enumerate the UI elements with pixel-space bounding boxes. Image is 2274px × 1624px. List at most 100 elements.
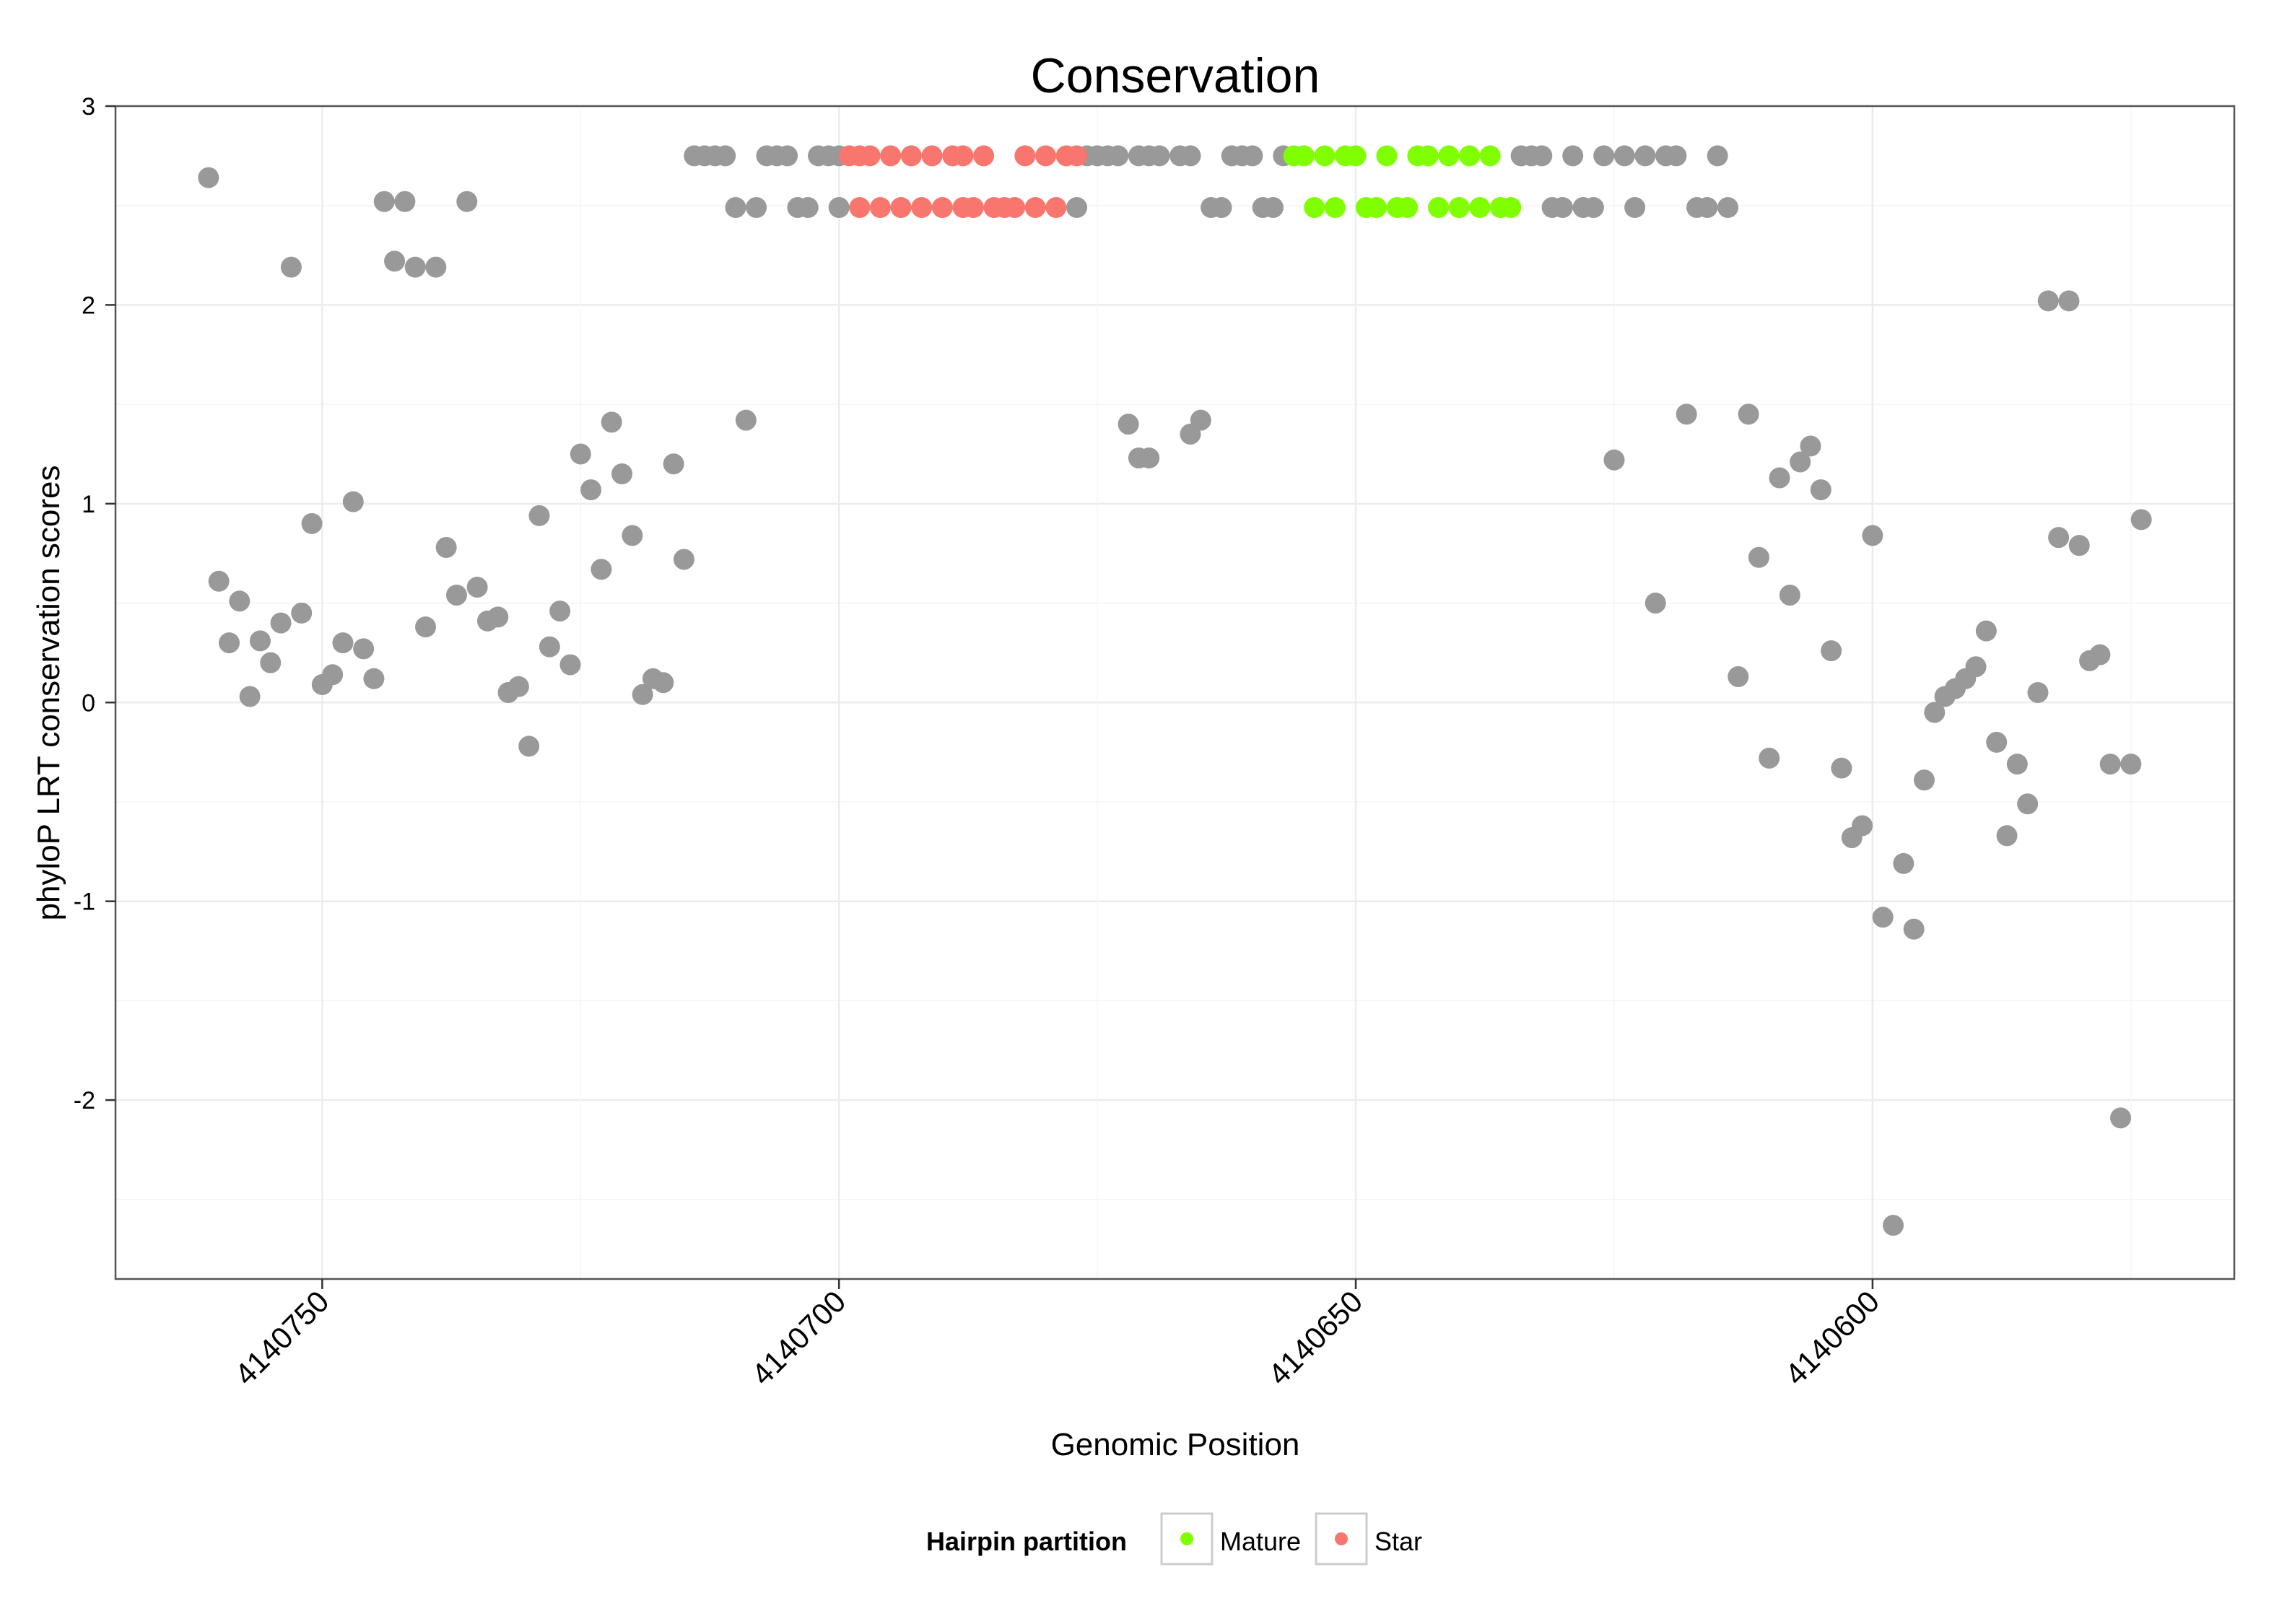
- point-other: [725, 196, 746, 218]
- point-other: [2058, 290, 2080, 312]
- point-other: [1644, 593, 1666, 614]
- point-mature: [1366, 196, 1388, 218]
- point-other: [1593, 145, 1615, 167]
- point-other: [1107, 145, 1129, 167]
- point-other: [1800, 435, 1821, 457]
- y-axis: -2 -1 0 1 2 3: [74, 93, 116, 1114]
- point-other: [280, 256, 302, 278]
- point-other: [1603, 449, 1625, 471]
- point-mature: [1479, 145, 1501, 167]
- point-other: [2037, 290, 2059, 312]
- point-other: [632, 684, 653, 705]
- point-other: [487, 606, 509, 628]
- point-other: [580, 479, 602, 501]
- point-other: [1707, 145, 1728, 167]
- point-other: [435, 536, 457, 558]
- point-other: [270, 612, 292, 634]
- point-other: [2099, 754, 2121, 775]
- point-other: [1624, 196, 1646, 218]
- point-other: [2048, 527, 2070, 549]
- x-axis-title: Genomic Position: [1051, 1427, 1300, 1462]
- point-other: [2027, 682, 2049, 703]
- point-other: [673, 549, 694, 570]
- point-mature: [1448, 196, 1470, 218]
- point-other: [1986, 731, 2008, 753]
- legend-dot-star: [1335, 1532, 1348, 1545]
- point-other: [1965, 656, 1987, 678]
- legend-label-star: Star: [1375, 1527, 1422, 1556]
- point-other: [777, 145, 798, 167]
- y-tick-label: 1: [82, 491, 95, 518]
- point-other: [1613, 145, 1635, 167]
- point-other: [559, 654, 581, 676]
- point-other: [456, 191, 478, 212]
- point-other: [2006, 754, 2028, 775]
- point-other: [1872, 907, 1894, 928]
- point-star: [849, 196, 871, 218]
- point-star: [880, 145, 902, 167]
- point-other: [1790, 451, 1811, 473]
- point-other: [353, 638, 375, 660]
- point-other: [1138, 448, 1160, 468]
- legend-title: Hairpin partition: [926, 1527, 1127, 1556]
- point-other: [332, 632, 354, 654]
- point-other: [539, 636, 560, 658]
- point-other: [735, 409, 757, 431]
- chart-title: Conservation: [1031, 48, 1320, 103]
- point-other: [1728, 665, 1749, 687]
- point-other: [591, 559, 612, 580]
- point-other: [518, 735, 540, 757]
- point-other: [384, 250, 406, 272]
- point-star: [1035, 145, 1057, 167]
- point-star: [1014, 145, 1036, 167]
- point-star: [921, 145, 943, 167]
- point-star: [900, 145, 922, 167]
- point-other: [1738, 403, 1759, 425]
- point-other: [601, 411, 622, 433]
- legend-dot-mature: [1180, 1532, 1193, 1545]
- legend-label-mature: Mature: [1220, 1527, 1301, 1556]
- point-mature: [1376, 145, 1398, 167]
- point-star: [962, 196, 984, 218]
- point-other: [301, 512, 323, 534]
- point-other: [663, 453, 684, 475]
- point-other: [1779, 585, 1800, 606]
- point-other: [1903, 918, 1925, 940]
- point-other: [1913, 769, 1935, 791]
- point-other: [1893, 852, 1914, 874]
- point-other: [1748, 546, 1769, 568]
- point-other: [1759, 747, 1780, 769]
- point-other: [746, 196, 767, 218]
- point-other: [1180, 145, 1201, 167]
- point-other: [1696, 196, 1718, 218]
- point-other: [2017, 793, 2039, 815]
- point-star: [1045, 196, 1067, 218]
- point-other: [528, 505, 550, 526]
- point-other: [611, 463, 633, 485]
- point-other: [394, 191, 416, 212]
- point-other: [322, 664, 344, 686]
- point-other: [1924, 702, 1946, 723]
- point-other: [715, 145, 736, 167]
- point-other: [1883, 1215, 1904, 1236]
- point-star: [1004, 196, 1026, 218]
- point-other: [1810, 479, 1831, 501]
- point-star: [931, 196, 953, 218]
- point-other: [2068, 535, 2090, 556]
- point-other: [1242, 145, 1263, 167]
- point-other: [1562, 145, 1584, 167]
- point-other: [1066, 196, 1087, 218]
- point-other: [1665, 145, 1687, 167]
- point-other: [1634, 145, 1656, 167]
- point-other: [2110, 1107, 2132, 1129]
- point-other: [218, 632, 240, 654]
- point-other: [229, 590, 251, 612]
- point-other: [445, 585, 467, 606]
- point-other: [425, 256, 447, 278]
- point-other: [239, 686, 261, 707]
- point-star: [1066, 145, 1087, 167]
- point-other: [549, 601, 571, 622]
- point-other: [1831, 757, 1852, 779]
